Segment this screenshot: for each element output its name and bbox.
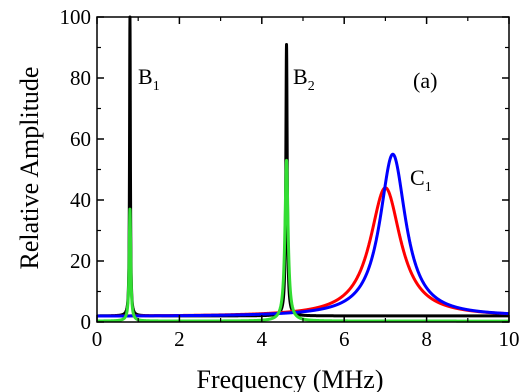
x-tick-label-10: 10 [499,327,520,351]
x-tick-label-4: 4 [257,327,268,351]
y-axis-title: Relative Amplitude [15,67,44,270]
annotation-b2-label: B [293,64,308,89]
series-layer [95,15,511,323]
annotation-b2-subscript: 2 [308,79,315,94]
svg-text:C1: C1 [410,165,432,195]
series-line-3 [95,152,511,318]
y-tick-label-100: 100 [60,5,92,29]
series-line-4 [95,158,511,323]
annotation-b1-label: B [138,64,153,89]
y-tick-label-80: 80 [70,66,91,90]
x-axis-title: Frequency (MHz) [197,365,384,392]
x-tick-label-0: 0 [92,327,103,351]
annotation-c1-subscript: 1 [425,180,432,195]
annotation-b1-subscript: 1 [153,79,160,94]
svg-text:B1: B1 [138,64,160,94]
y-tick-label-60: 60 [70,127,91,151]
x-tick-label-6: 6 [339,327,350,351]
annotation-b2: B2 [293,64,315,94]
annotation-c1-label: C [410,165,425,190]
plot-frame [96,16,510,323]
series-line-1 [95,15,511,318]
svg-text:B2: B2 [293,64,315,94]
x-tick-label-8: 8 [421,327,432,351]
x-tick-label-2: 2 [174,327,185,351]
y-tick-label-0: 0 [81,310,92,334]
y-tick-label-40: 40 [70,188,91,212]
panel-label: (a) [413,68,437,93]
annotation-c1: C1 [410,165,432,195]
y-tick-label-20: 20 [70,249,91,273]
series-line-2 [95,186,511,318]
annotation-b1: B1 [138,64,160,94]
